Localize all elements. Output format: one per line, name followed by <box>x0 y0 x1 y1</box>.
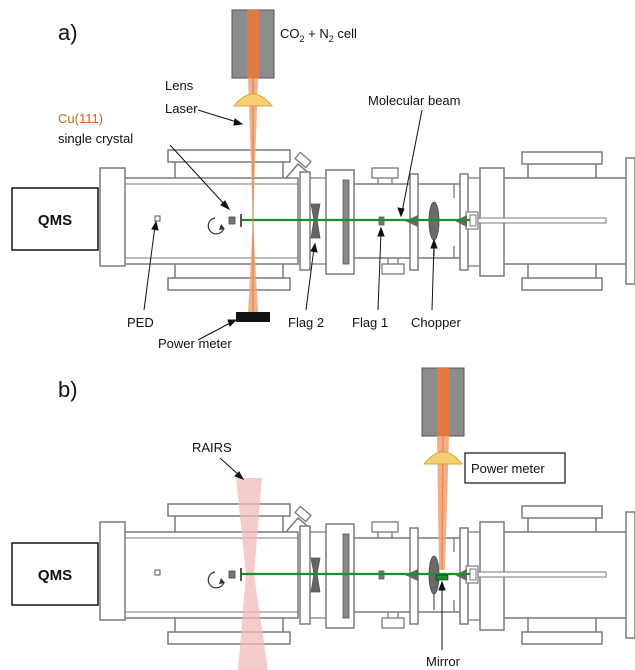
power-meter-box-b <box>464 452 566 484</box>
ped-label: PED <box>127 315 154 330</box>
power-meter-label-a: Power meter <box>158 336 232 351</box>
panel-b-letter: b) <box>58 377 78 402</box>
panel-a: a) QMS CO2 + N2 cell Lens Laser Cu(111) … <box>11 9 635 351</box>
power-meter-label-b: Power meter <box>471 461 545 476</box>
gas-cell-label: CO2 + N2 cell <box>280 26 357 44</box>
lens-b <box>422 451 464 465</box>
flag2-label: Flag 2 <box>288 315 324 330</box>
mirror-label: Mirror <box>426 654 461 669</box>
crystal-label-line1: Cu(111) <box>58 111 103 126</box>
panel-a-letter: a) <box>58 20 78 45</box>
molecular-beam-label: Molecular beam <box>368 93 461 108</box>
annotation-arrows-b <box>219 457 446 650</box>
lens-a <box>232 93 274 107</box>
lens-label: Lens <box>165 78 194 93</box>
panel-b: b) QMS Power meter RAIRS Mirror <box>11 367 635 670</box>
qms-box-b <box>11 542 99 606</box>
laser-label: Laser <box>165 101 198 116</box>
qms-label-a: QMS <box>38 212 72 229</box>
qms-box-a <box>11 187 99 251</box>
crystal-label-line2: single crystal <box>58 131 133 146</box>
chopper-label: Chopper <box>411 315 462 330</box>
flag1-label: Flag 1 <box>352 315 388 330</box>
rairs-label: RAIRS <box>192 440 232 455</box>
annotation-arrows-a <box>143 109 438 341</box>
power-meter-block-a <box>236 312 270 322</box>
qms-label-b: QMS <box>38 567 72 584</box>
mirror <box>435 574 449 581</box>
